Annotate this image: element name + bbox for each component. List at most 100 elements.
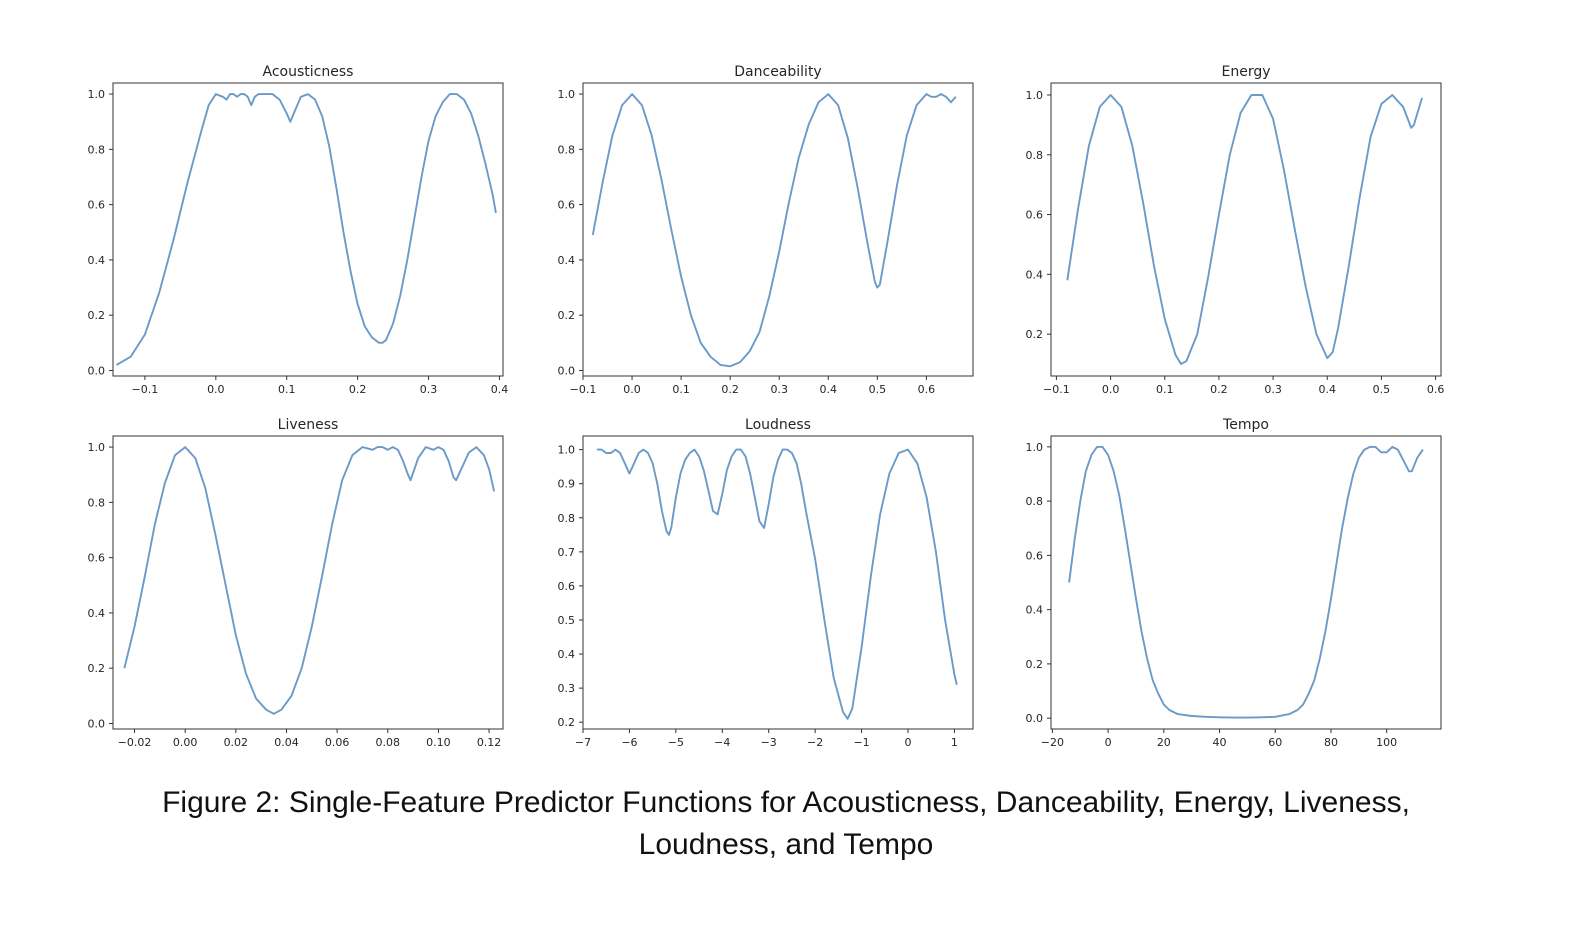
y-tick-label: 0.2 [1026, 658, 1044, 671]
x-tick-label: −2 [807, 736, 823, 749]
x-tick-label: 0.0 [207, 383, 225, 396]
x-tick-label: −4 [714, 736, 730, 749]
x-tick-label: 0.3 [420, 383, 438, 396]
x-tick-label: 0.02 [224, 736, 249, 749]
subplot-title: Danceability [734, 64, 821, 80]
y-tick-label: 1.0 [1026, 441, 1044, 454]
x-tick-label: 0.0 [623, 383, 641, 396]
x-tick-label: 0.06 [325, 736, 350, 749]
x-tick-label: 0.1 [278, 383, 296, 396]
y-tick-label: 0.6 [88, 199, 106, 212]
x-tick-label: 0.4 [491, 383, 509, 396]
y-tick-label: 0.2 [1026, 328, 1044, 341]
y-tick-label: 1.0 [1026, 89, 1044, 102]
y-tick-label: 0.2 [558, 716, 576, 729]
subplot-danceability: Danceability −0.1 0.0 0.1 0.2 0.3 0.4 0.5 0.6 0.0… [558, 64, 974, 396]
series-line [123, 446, 496, 715]
y-tick-label: 1.0 [558, 88, 576, 101]
x-tick-label: 80 [1324, 736, 1338, 749]
y-tick-label: 0.8 [1026, 495, 1044, 508]
x-tick-label: 0.5 [869, 383, 887, 396]
axes-frame [1050, 82, 1442, 377]
x-tick-label: 0.2 [1210, 383, 1228, 396]
subplot-title: Acousticness [263, 64, 354, 80]
series-line [1066, 94, 1423, 365]
x-tick-label: −20 [1041, 736, 1064, 749]
y-tick-label: 0.2 [88, 662, 106, 675]
axes-frame [112, 82, 504, 377]
axes-frame [1050, 435, 1442, 730]
x-tick-label: 40 [1213, 736, 1227, 749]
series-line [591, 93, 957, 368]
y-tick-label: 0.8 [88, 496, 106, 509]
y-tick-label: 0.6 [558, 580, 576, 593]
x-tick-label: 20 [1157, 736, 1171, 749]
x-tick-label: −0.02 [118, 736, 152, 749]
y-tick-label: 0.6 [1026, 549, 1044, 562]
y-tick-label: 0.0 [88, 717, 106, 730]
y-tick-label: 0.7 [558, 546, 576, 559]
x-tick-label: 0 [1105, 736, 1112, 749]
y-tick-label: 0.8 [558, 143, 576, 156]
x-tick-label: 0 [905, 736, 912, 749]
subplot-energy: Energy −0.1 0.0 0.1 0.2 0.3 0.4 0.5 0.6 0.2 0.4 0.6… [1026, 64, 1445, 396]
series-line [1068, 445, 1424, 719]
x-tick-label: −6 [621, 736, 637, 749]
x-tick-label: −1 [853, 736, 869, 749]
subplot-title: Tempo [1222, 417, 1269, 433]
subplot-loudness: Loudness −7 −6 −5 −4 −3 −2 −1 0 1 0.2 0.3 0.4 0.5 0.6 0… [558, 417, 974, 749]
x-tick-label: −3 [761, 736, 777, 749]
y-tick-label: 0.8 [88, 143, 106, 156]
x-tick-label: 0.0 [1102, 383, 1120, 396]
x-tick-label: 0.08 [376, 736, 401, 749]
y-tick-label: 0.6 [88, 552, 106, 565]
x-tick-label: 0.6 [918, 383, 936, 396]
y-tick-label: 0.8 [558, 512, 576, 525]
y-tick-label: 0.0 [88, 364, 106, 377]
x-tick-label: −0.1 [132, 383, 159, 396]
y-tick-label: 0.4 [1026, 268, 1044, 281]
x-tick-label: 0.4 [1319, 383, 1337, 396]
x-tick-label: 0.1 [1156, 383, 1174, 396]
x-tick-label: 0.6 [1427, 383, 1445, 396]
x-tick-label: −0.1 [570, 383, 597, 396]
x-tick-label: 0.5 [1373, 383, 1391, 396]
x-tick-label: −0.1 [1043, 383, 1070, 396]
subplot-acousticness: Acousticness −0.1 0.0 0.1 0.2 0.3 0.4 0.0 0.2 0.4… [88, 64, 509, 396]
y-tick-label: 0.8 [1026, 149, 1044, 162]
x-tick-label: 0.00 [173, 736, 198, 749]
axes-frame [582, 435, 974, 730]
x-tick-label: 1 [951, 736, 958, 749]
x-tick-label: 0.04 [274, 736, 299, 749]
x-tick-label: 0.3 [1264, 383, 1282, 396]
y-tick-label: 0.0 [1026, 712, 1044, 725]
y-tick-label: 0.5 [558, 614, 576, 627]
y-tick-label: 0.6 [1026, 209, 1044, 222]
x-tick-label: 60 [1268, 736, 1282, 749]
series-line [596, 448, 958, 720]
y-tick-label: 0.9 [558, 478, 576, 491]
x-tick-label: 0.12 [477, 736, 502, 749]
axes-frame [582, 82, 974, 377]
y-tick-label: 0.2 [88, 309, 106, 322]
subplot-title: Energy [1221, 64, 1270, 80]
subplot-tempo: Tempo −20 0 20 40 60 80 100 0.0 0.2 0.4 0.6 0.8 1.0 [1026, 417, 1442, 749]
axes-frame [112, 435, 504, 730]
y-tick-label: 1.0 [558, 444, 576, 457]
x-tick-label: 100 [1376, 736, 1397, 749]
y-tick-label: 1.0 [88, 441, 106, 454]
x-tick-label: 0.4 [820, 383, 838, 396]
figure-grid: Acousticness −0.1 0.0 0.1 0.2 0.3 0.4 0.0 0.2 0.4… [88, 64, 1445, 749]
caption-line-1: Figure 2: Single-Feature Predictor Funct… [162, 786, 1410, 819]
x-tick-label: 0.1 [672, 383, 690, 396]
y-tick-label: 0.4 [558, 648, 576, 661]
y-tick-label: 0.4 [88, 254, 106, 267]
x-tick-label: 0.3 [770, 383, 788, 396]
subplot-title: Liveness [278, 417, 339, 433]
y-tick-label: 0.3 [558, 682, 576, 695]
subplot-liveness: Liveness −0.02 0.00 0.02 0.04 0.06 0.08 0.10 0.1… [88, 417, 504, 749]
subplot-title: Loudness [745, 417, 811, 433]
series-line [116, 93, 497, 366]
y-tick-label: 0.6 [558, 199, 576, 212]
caption-line-2: Loudness, and Tempo [638, 828, 934, 861]
